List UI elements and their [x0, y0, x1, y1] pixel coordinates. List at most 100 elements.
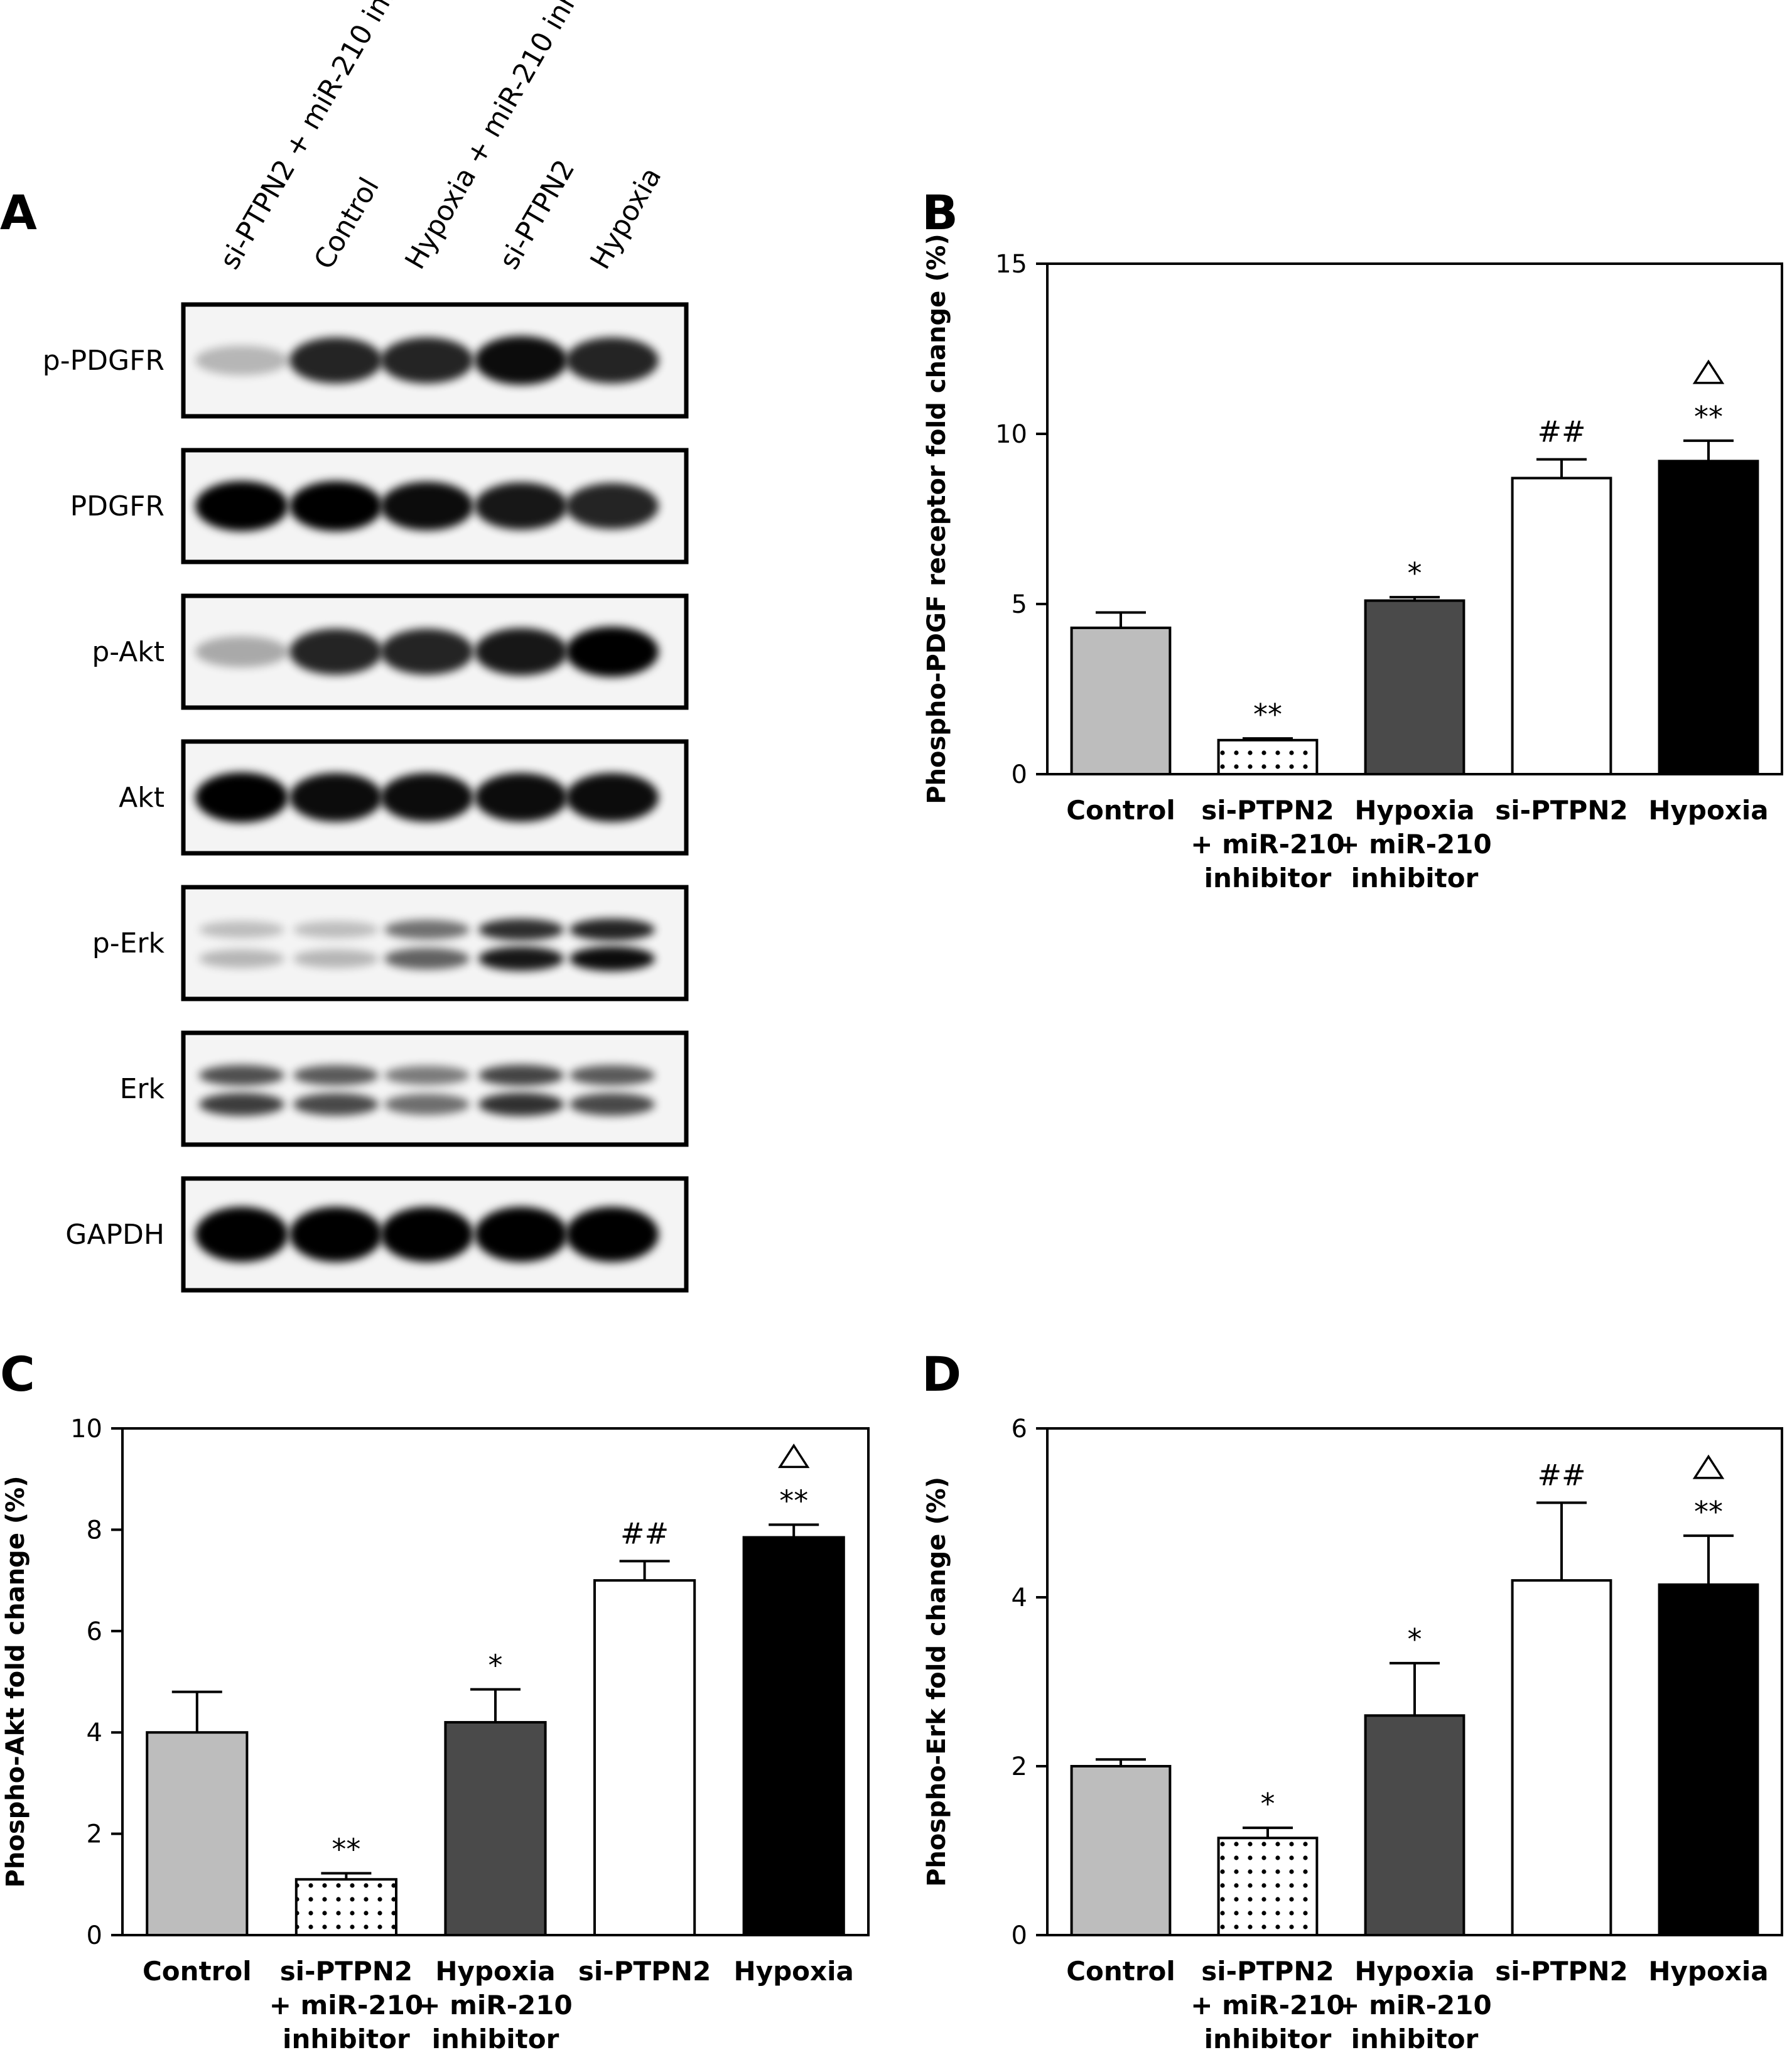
x-category-label: + miR-210	[1190, 829, 1344, 860]
panel-letter-c: C	[0, 1346, 35, 1402]
y-tick-label: 2	[87, 1820, 102, 1849]
y-axis-title: Phospho-PDGF receptor fold change (%)	[922, 234, 951, 804]
significance-mark: *	[1408, 556, 1422, 590]
x-category-label: inhibitor	[1351, 863, 1479, 893]
blot-band	[478, 1092, 564, 1116]
blot-band	[289, 1207, 382, 1262]
panel-letter-b: B	[922, 185, 958, 240]
x-category-label: inhibitor	[1351, 2024, 1479, 2050]
x-category-label: si-PTPN2	[1201, 1956, 1334, 1987]
blot-band	[384, 920, 470, 940]
blot-band	[478, 919, 564, 941]
blot-band	[569, 1093, 655, 1116]
x-category-label: + miR-210	[1337, 829, 1491, 860]
blot-band	[381, 1207, 473, 1262]
y-tick-label: 8	[87, 1516, 102, 1545]
x-category-label: Control	[1066, 1956, 1175, 1987]
bar	[1511, 1579, 1612, 1937]
bar	[1070, 626, 1172, 775]
blot-row-label: Erk	[120, 1073, 165, 1105]
blot-row-label: GAPDH	[65, 1219, 165, 1251]
x-category-label: Control	[1066, 795, 1175, 826]
y-tick-label: 0	[1012, 760, 1027, 789]
blot-band	[475, 336, 568, 385]
blot-band	[381, 337, 473, 384]
x-category-label: Control	[143, 1956, 252, 1987]
x-category-label: si-PTPN2	[1201, 795, 1334, 826]
significance-mark: ##	[620, 1516, 669, 1550]
panel-letter-a: A	[0, 185, 37, 240]
bar	[1364, 599, 1465, 776]
x-category-label: Hypoxia	[1648, 1956, 1768, 1987]
x-category-label: inhibitor	[1204, 2024, 1332, 2050]
bar	[1217, 738, 1319, 776]
blot-membrane	[181, 885, 689, 1001]
blot-row-label: PDGFR	[70, 490, 165, 522]
blot-band	[381, 482, 473, 531]
y-tick-label: 0	[87, 1921, 102, 1950]
blot-band	[566, 773, 659, 822]
blot-band	[384, 1094, 470, 1115]
x-category-label: si-PTPN2	[578, 1956, 711, 1987]
y-tick-label: 4	[1012, 1583, 1027, 1612]
chart-phospho-erk: 0 2 4 6 Phospho-Erk fold change (%) Control * s…	[922, 1415, 1783, 2050]
blot-band	[293, 1093, 379, 1116]
x-category-label: Hypoxia	[1354, 1956, 1474, 1987]
blot-row-label: p-Erk	[92, 927, 165, 959]
triangle-marker	[1692, 1454, 1725, 1479]
blot-band	[381, 628, 473, 675]
y-tick-label: 5	[1012, 590, 1027, 619]
significance-mark: **	[779, 1484, 808, 1518]
significance-mark: **	[1694, 400, 1723, 434]
blot-band	[569, 946, 655, 971]
blot-band	[199, 921, 284, 939]
y-axis-title: Phospho-Erk fold change (%)	[922, 1477, 951, 1887]
blot-band	[289, 773, 382, 822]
significance-mark: *	[488, 1649, 503, 1683]
blot-membrane	[181, 1030, 689, 1147]
x-category-label: Hypoxia	[1354, 795, 1474, 826]
bar	[1070, 1765, 1172, 1936]
significance-mark: ##	[1537, 415, 1585, 449]
bar	[1511, 477, 1612, 776]
y-axis-title: Phospho-Akt fold change (%)	[1, 1475, 30, 1887]
bar	[1658, 460, 1759, 775]
triangle-marker	[777, 1443, 810, 1469]
blot-band	[566, 1207, 659, 1262]
blot-band	[566, 337, 659, 384]
significance-mark: **	[1694, 1495, 1723, 1529]
y-tick-label: 10	[70, 1415, 102, 1443]
x-category-label: + miR-210	[1190, 1990, 1344, 2020]
blot-band	[293, 949, 379, 968]
bar	[742, 1536, 845, 1936]
x-category-label: inhibitor	[283, 2024, 410, 2050]
blot-band	[199, 949, 284, 968]
blot-band	[289, 481, 382, 531]
blot-band	[384, 947, 470, 970]
y-tick-label: 6	[87, 1617, 102, 1646]
significance-mark: *	[1261, 1787, 1275, 1821]
bar	[146, 1731, 249, 1936]
lane-label: si-PTPN2	[493, 154, 581, 275]
x-category-label: inhibitor	[432, 2024, 559, 2050]
y-tick-label: 15	[995, 250, 1027, 279]
blot-row-label: p-Akt	[92, 636, 165, 668]
significance-mark: **	[1253, 698, 1282, 731]
bar	[1658, 1583, 1759, 1936]
blot-band	[569, 1065, 655, 1086]
x-category-label: + miR-210	[418, 1990, 572, 2020]
blot-band	[289, 337, 382, 384]
chart-phospho-akt: 0 2 4 6 8 10 Phospho-Akt fold change (%) Contro…	[1, 1415, 870, 2050]
x-category-label: si-PTPN2	[280, 1956, 413, 1987]
blot-band	[381, 773, 473, 822]
blot-band	[478, 946, 564, 971]
x-category-label: + miR-210	[1337, 1990, 1491, 2020]
blot-band	[475, 628, 568, 676]
blot-band	[289, 628, 382, 675]
significance-mark: **	[332, 1833, 360, 1867]
blot-band	[293, 921, 379, 939]
y-tick-label: 4	[87, 1718, 102, 1747]
x-category-label: Hypoxia	[435, 1956, 555, 1987]
blot-band	[475, 482, 568, 530]
